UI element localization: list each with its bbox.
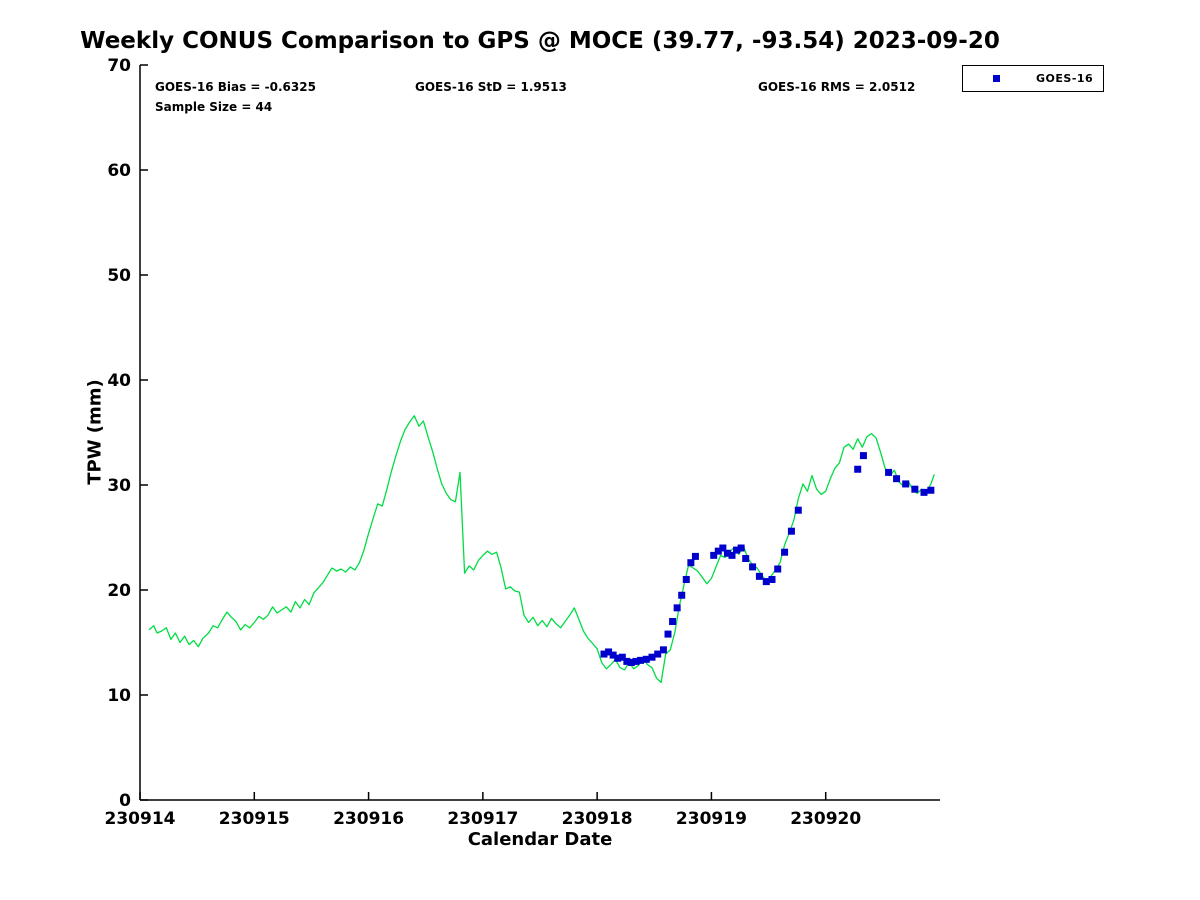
scatter-marker: [774, 565, 782, 573]
scatter-marker: [902, 480, 910, 488]
y-tick-label: 40: [107, 371, 131, 391]
scatter-marker: [642, 655, 650, 663]
scatter-marker: [669, 618, 677, 625]
scatter-marker: [678, 591, 686, 599]
line-series-gps: [148, 415, 935, 684]
scatter-marker: [609, 651, 617, 659]
scatter-marker: [737, 544, 745, 552]
scatter-marker: [911, 485, 919, 493]
scatter-marker: [648, 653, 656, 661]
y-tick-label: 0: [119, 791, 131, 811]
legend-label: GOES-16: [1036, 72, 1094, 85]
y-axis-label: TPW (mm): [84, 379, 106, 485]
scatter-marker: [859, 452, 867, 460]
scatter-marker: [637, 656, 645, 664]
scatter-marker: [691, 552, 699, 560]
scatter-marker: [632, 657, 640, 665]
stat-bias: GOES-16 Bias = -0.6325: [155, 80, 316, 94]
x-tick-label: 230920: [790, 809, 861, 829]
x-tick-label: 230914: [105, 809, 176, 829]
scatter-marker: [673, 604, 681, 612]
stat-sample-size: Sample Size = 44: [155, 100, 273, 114]
scatter-marker: [714, 547, 722, 555]
scatter-marker: [682, 576, 690, 583]
scatter-marker: [794, 506, 802, 514]
scatter-marker: [893, 475, 901, 483]
stat-std: GOES-16 StD = 1.9513: [415, 80, 567, 94]
scatter-marker: [787, 527, 795, 535]
x-axis-label: Calendar Date: [467, 829, 613, 850]
chart-title: Weekly CONUS Comparison to GPS @ MOCE (3…: [80, 28, 1000, 54]
scatter-marker: [920, 488, 928, 496]
scatter-marker: [600, 650, 608, 658]
scatter-marker: [781, 548, 789, 556]
y-tick-label: 10: [107, 686, 131, 706]
scatter-marker: [710, 551, 718, 559]
scatter-marker: [618, 653, 626, 661]
scatter-marker: [927, 486, 935, 494]
scatter-marker: [623, 657, 631, 665]
scatter-marker: [687, 559, 695, 567]
y-tick-label: 60: [107, 161, 131, 181]
x-tick-label: 230919: [676, 809, 747, 829]
scatter-marker: [755, 572, 763, 580]
scatter-marker: [768, 576, 776, 583]
y-tick-label: 70: [107, 56, 131, 76]
y-tick-label: 50: [107, 266, 131, 286]
scatter-marker: [723, 549, 731, 557]
scatter-marker: [885, 468, 893, 476]
legend: GOES-16: [962, 65, 1104, 92]
scatter-marker: [749, 563, 757, 571]
x-tick-label: 230915: [219, 809, 290, 829]
scatter-marker: [605, 648, 613, 656]
x-tick-label: 230918: [562, 809, 633, 829]
legend-marker-icon: [993, 75, 1000, 82]
scatter-marker: [854, 465, 862, 473]
scatter-marker: [627, 658, 635, 666]
scatter-marker: [742, 555, 750, 562]
scatter-marker: [654, 650, 662, 658]
scatter-marker: [659, 646, 667, 654]
scatter-marker: [762, 578, 770, 586]
stat-rms: GOES-16 RMS = 2.0512: [758, 80, 916, 94]
scatter-marker: [719, 544, 727, 552]
y-tick-label: 30: [107, 476, 131, 496]
scatter-marker: [733, 546, 741, 554]
scatter-marker: [614, 654, 622, 662]
x-tick-label: 230917: [447, 809, 518, 829]
y-tick-label: 20: [107, 581, 131, 601]
scatter-marker: [664, 630, 672, 638]
scatter-marker: [728, 551, 736, 559]
x-tick-label: 230916: [333, 809, 404, 829]
